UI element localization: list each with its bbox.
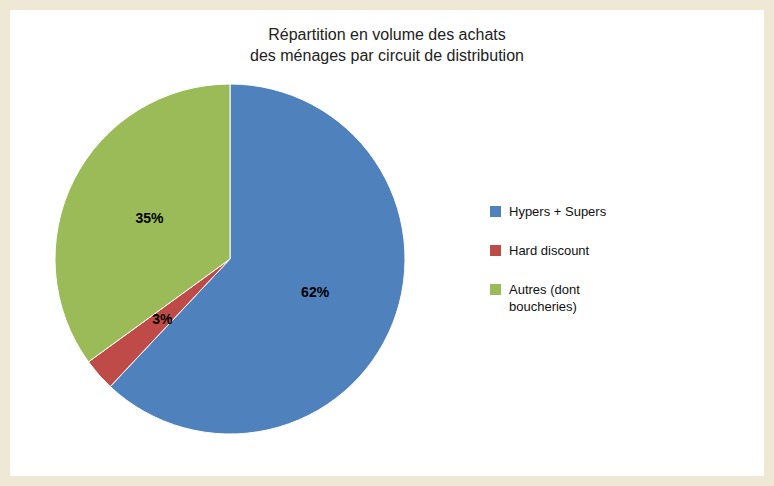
html-text:Hard discount: Hard discount <box>509 243 590 258</box>
svg-text:62%: 62% <box>301 284 330 300</box>
svg-text:3%: 3% <box>152 311 173 327</box>
html-text:Autres (dont boucheries): Autres (dont boucheries) <box>509 282 580 314</box>
html-text:Répartition en volume des acha: Répartition en volume des achats des mén… <box>250 26 524 64</box>
svg-text:35%: 35% <box>135 210 164 226</box>
html-text:Hypers + Supers: Hypers + Supers <box>509 204 607 219</box>
